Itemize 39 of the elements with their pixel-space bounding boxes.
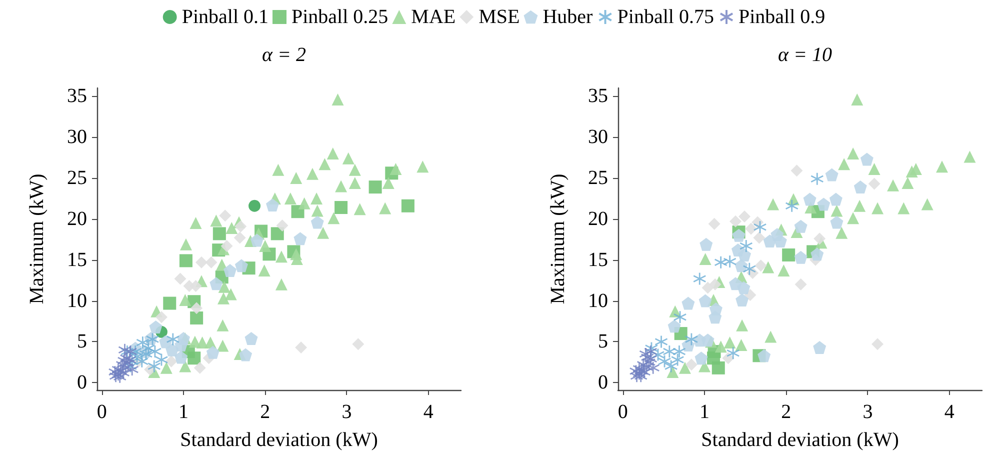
x-tick-label: 2 — [781, 401, 792, 423]
y-tick-label: 25 — [67, 167, 87, 190]
y-axis-title: Maximum (kW) — [547, 174, 569, 304]
x-tick-label: 3 — [342, 401, 352, 423]
x-tick-label: 4 — [423, 401, 434, 423]
x-tick-label: 2 — [260, 401, 270, 423]
x-tick-label: 1 — [700, 401, 710, 423]
y-tick-label: 0 — [598, 372, 608, 394]
y-tick-label: 35 — [588, 85, 608, 108]
y-tick-label: 15 — [67, 248, 87, 271]
legend-label: Pinball 0.1 — [182, 6, 268, 28]
y-tick-label: 10 — [67, 290, 87, 312]
y-tick-label: 30 — [67, 126, 87, 148]
y-tick-label: 10 — [588, 290, 608, 312]
legend-label: Pinball 0.25 — [291, 6, 388, 28]
legend-label: Huber — [542, 6, 594, 28]
chart-title: α = 2 — [262, 44, 306, 66]
x-tick-label: 4 — [944, 401, 954, 423]
x-axis-title: Standard deviation (kW) — [701, 429, 899, 451]
y-tick-label: 20 — [67, 208, 87, 230]
y-tick-label: 20 — [588, 208, 608, 230]
x-tick-label: 0 — [96, 401, 107, 423]
y-tick-label: 25 — [588, 167, 608, 190]
y-tick-label: 35 — [67, 85, 87, 108]
legend-label: MSE — [478, 6, 520, 28]
y-tick-label: 0 — [77, 372, 87, 394]
y-tick-label: 15 — [588, 248, 608, 271]
chart-title: α = 10 — [778, 44, 832, 66]
y-tick-label: 5 — [77, 330, 87, 353]
legend-label: Pinball 0.9 — [738, 6, 826, 28]
x-tick-label: 0 — [618, 401, 628, 423]
y-axis-title: Maximum (kW) — [26, 174, 48, 304]
x-tick-label: 3 — [862, 401, 873, 423]
legend-label: Pinball 0.75 — [617, 6, 714, 28]
y-tick-label: 5 — [598, 330, 608, 353]
x-tick-label: 1 — [178, 401, 189, 423]
x-axis-title: Standard deviation (kW) — [180, 429, 378, 451]
y-tick-label: 30 — [588, 126, 608, 148]
legend-label: MAE — [411, 6, 456, 28]
